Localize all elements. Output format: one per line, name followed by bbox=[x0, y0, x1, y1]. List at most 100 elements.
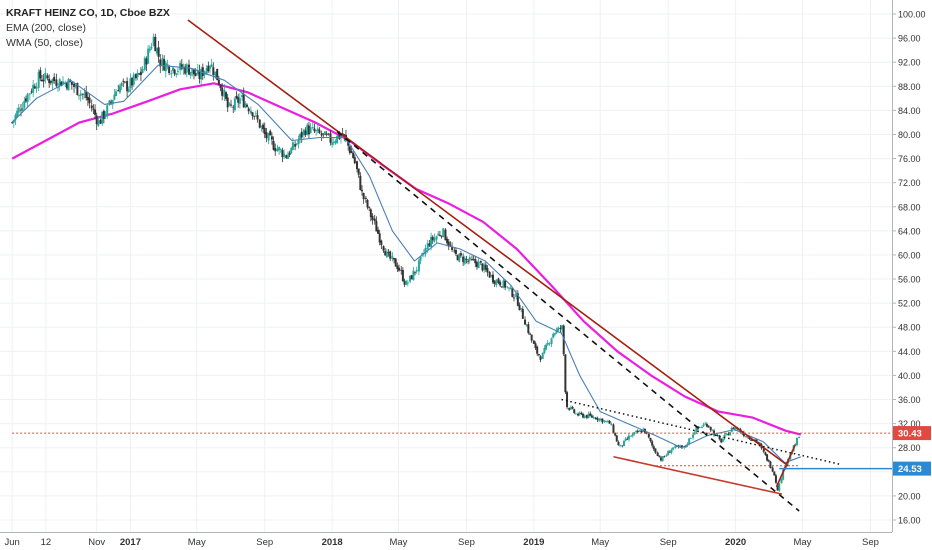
candle-body bbox=[684, 445, 687, 447]
candle-body bbox=[725, 433, 728, 435]
candle-body bbox=[309, 127, 312, 134]
candle-body bbox=[698, 427, 701, 428]
trendline-drawings[interactable] bbox=[187, 19, 842, 512]
trendline-dashed bbox=[336, 130, 800, 512]
candle-body bbox=[767, 460, 770, 462]
candle-body bbox=[339, 135, 342, 138]
candle-body bbox=[695, 426, 698, 432]
wma50-series bbox=[11, 64, 801, 464]
candle-body bbox=[145, 58, 148, 65]
candle-body bbox=[486, 268, 489, 273]
candle-body bbox=[398, 267, 401, 271]
candle-body bbox=[55, 79, 58, 86]
candle-body bbox=[431, 236, 434, 241]
candle-body bbox=[336, 135, 339, 143]
candle-body bbox=[435, 236, 438, 240]
candle-body bbox=[635, 431, 638, 433]
price-axis[interactable]: 100.00 96.00 92.00 88.00 84.00 80.00 76.00 72.0… bbox=[892, 0, 932, 550]
candle-body bbox=[117, 90, 120, 92]
candle-body bbox=[406, 282, 409, 284]
candle-body bbox=[33, 86, 36, 89]
candle-body bbox=[62, 81, 65, 85]
candle-body bbox=[530, 334, 533, 341]
candle-body bbox=[164, 62, 167, 72]
candle-body bbox=[254, 113, 257, 115]
candle-body bbox=[175, 73, 178, 75]
candle-body bbox=[521, 308, 524, 319]
legend-ema-label[interactable]: EMA (200, close) bbox=[6, 22, 86, 34]
candle-body bbox=[401, 269, 404, 282]
candle-body bbox=[331, 142, 334, 145]
price-tick-label: 76.00 bbox=[898, 154, 921, 164]
candle-body bbox=[134, 74, 137, 79]
candle-body bbox=[746, 436, 749, 438]
candle-body bbox=[585, 414, 588, 418]
candle-body bbox=[249, 110, 252, 114]
candle-body bbox=[732, 427, 735, 429]
candle-body bbox=[352, 152, 355, 158]
price-badge bbox=[893, 461, 931, 476]
candle-body bbox=[674, 445, 677, 448]
candle-body bbox=[396, 265, 399, 270]
candle-body bbox=[463, 257, 466, 264]
horizontal-lines[interactable] bbox=[12, 432, 892, 470]
candle-body bbox=[228, 103, 231, 106]
candle-body bbox=[442, 228, 445, 237]
legend-wma-label[interactable]: WMA (50, close) bbox=[6, 37, 84, 49]
time-axis[interactable]: Jun 12 Nov 2017 May Sep 2018 May Sep 2019 May Sep 20… bbox=[0, 532, 892, 549]
candle-body bbox=[304, 130, 307, 135]
candle-body bbox=[778, 483, 781, 491]
candle-body bbox=[638, 430, 641, 432]
candle-body bbox=[578, 412, 581, 415]
candle-body bbox=[173, 69, 176, 74]
candle-body bbox=[246, 104, 249, 107]
candle-body bbox=[291, 142, 294, 150]
candle-body bbox=[313, 128, 316, 132]
price-tick-label: 16.00 bbox=[898, 516, 921, 526]
candle-body bbox=[780, 479, 783, 484]
candle-body bbox=[94, 109, 97, 115]
candle-body bbox=[16, 110, 19, 118]
candle-body bbox=[219, 84, 222, 88]
candle-body bbox=[668, 451, 671, 453]
candle-body bbox=[559, 327, 562, 330]
legend-symbol-title[interactable]: KRAFT HEINZ CO, 1D, Cboe BZX bbox=[6, 7, 170, 19]
candle-body bbox=[201, 67, 204, 77]
candle-body bbox=[645, 432, 648, 434]
candle-body bbox=[143, 57, 146, 70]
candle-body bbox=[444, 229, 447, 241]
candle-body bbox=[170, 73, 173, 75]
candle-body bbox=[295, 143, 298, 145]
candle-body bbox=[364, 197, 367, 199]
candle-body bbox=[577, 413, 580, 416]
price-tick-label: 84.00 bbox=[898, 106, 921, 116]
candle-body bbox=[734, 427, 737, 430]
candle-body bbox=[357, 168, 360, 175]
candle-body bbox=[762, 448, 765, 452]
candle-body bbox=[561, 325, 564, 330]
candle-body bbox=[508, 287, 511, 289]
candle-body bbox=[776, 483, 779, 491]
candle-body bbox=[499, 281, 502, 286]
candle-body bbox=[417, 260, 420, 272]
candle-body bbox=[621, 445, 624, 447]
candle-body bbox=[347, 141, 350, 146]
candle-body bbox=[539, 356, 542, 360]
candle-body bbox=[185, 64, 188, 73]
candle-body bbox=[276, 148, 279, 152]
candle-body bbox=[95, 115, 98, 125]
candle-body bbox=[67, 79, 70, 91]
candle-body bbox=[546, 342, 549, 345]
time-tick-label: Sep bbox=[862, 537, 879, 548]
candle-body bbox=[506, 286, 509, 288]
candle-body bbox=[132, 74, 135, 85]
price-tick-label: 36.00 bbox=[898, 395, 921, 405]
candle-body bbox=[371, 215, 374, 221]
candle-body bbox=[773, 471, 776, 476]
candle-body bbox=[253, 115, 256, 117]
candle-body bbox=[614, 433, 617, 436]
candle-body bbox=[596, 418, 599, 420]
candle-body bbox=[479, 260, 482, 263]
candle-body bbox=[702, 424, 705, 427]
